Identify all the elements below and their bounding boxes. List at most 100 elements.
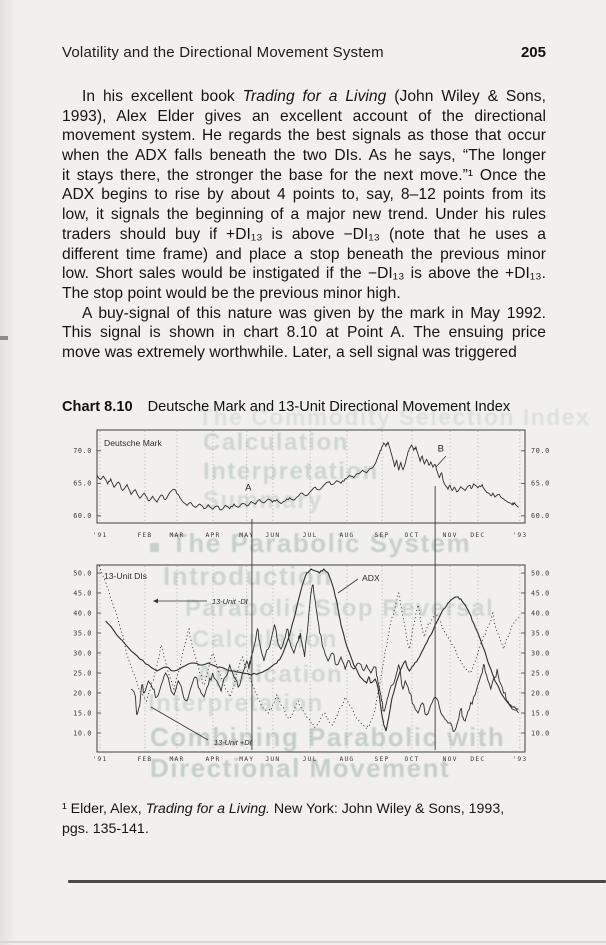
series-label-pointer (337, 578, 359, 594)
bleed-through-label: The Parabolic System (171, 528, 472, 558)
x-axis-label: APR (205, 756, 220, 763)
text-segment: low, it signals the beginning of a major… (62, 206, 546, 224)
paragraph-1-line-5: it stays there, the stronger the base fo… (62, 166, 546, 186)
text-segment: ¹ Elder, Alex, (62, 801, 146, 817)
point-b-pointer (435, 455, 447, 468)
x-axis-label: OCT (405, 756, 420, 763)
text-segment: A buy-signal of this nature was given by… (82, 304, 546, 322)
series-label-pointer (150, 706, 209, 741)
page-left-edge-shadow (0, 0, 16, 945)
x-axis-label: MAY (239, 756, 254, 763)
y-axis-label: 15.0 (531, 709, 550, 717)
paragraph-1-line-10: low. Short sales would be instigated if … (62, 264, 546, 284)
paragraph-1-line-11: The stop point would be the previous min… (62, 284, 546, 304)
body-paragraphs: In his excellent book Trading for a Livi… (62, 87, 546, 363)
text-segment: Trading for a Living. (145, 801, 270, 817)
paragraph-1-line-4: when the ADX falls beneath the two DIs. … (62, 146, 546, 166)
text-segment: it stays there, the stronger the base fo… (62, 166, 546, 184)
x-axis-label: JUL (303, 532, 318, 539)
bleed-through-label: Directional Movement (150, 753, 451, 783)
y-axis-label: 10.0 (73, 729, 92, 737)
footnote: ¹ Elder, Alex, Trading for a Living. New… (62, 798, 554, 837)
y-axis-label: 35.0 (531, 629, 550, 637)
bleed-through-label: Parabolic Stop Reversal (185, 595, 495, 622)
series-label-13-unit--di: 13-Unit -DI (212, 597, 248, 606)
bleed-through-label: Interpretation (203, 458, 379, 485)
series-label-adx: ADX (362, 573, 380, 583)
text-segment: when the ADX falls beneath the two DIs. … (62, 147, 546, 165)
series-deutsche-mark (96, 441, 519, 511)
x-axis-label: DEC (470, 532, 485, 539)
bleed-through-text: Summary (203, 487, 323, 515)
footnote-line-1: ¹ Elder, Alex, Trading for a Living. New… (62, 798, 554, 818)
x-axis-label: '91 (93, 756, 108, 763)
series-adx (105, 568, 519, 732)
text-segment: Trading for a Living (242, 88, 387, 105)
y-axis-label: 60.0 (531, 512, 550, 520)
y-axis-label: 25.0 (73, 669, 92, 677)
bleed-through-text: Combining Parabolic with (150, 722, 505, 753)
point-label-a: A (245, 482, 252, 493)
y-axis-label: 30.0 (73, 649, 92, 657)
paragraph-1-line-8: traders should buy if +DI₁₃ is above −DI… (62, 225, 546, 245)
y-axis-label: 70.0 (531, 447, 550, 455)
y-axis-label: 70.0 (73, 447, 92, 455)
x-axis-label: AUG (339, 756, 354, 763)
point-label-b: B (438, 443, 444, 454)
x-axis-label: JUN (265, 532, 280, 539)
text-segment: move was extremely worthwhile. Later, a … (62, 343, 517, 361)
paragraph-2-line-1: A buy-signal of this nature was given by… (62, 304, 546, 324)
x-axis-label: JUN (265, 756, 280, 763)
y-axis-label: 15.0 (73, 709, 92, 717)
y-axis-label: 50.0 (531, 569, 550, 577)
text-segment: 1993), Alex Elder gives an excellent acc… (62, 107, 546, 125)
page-number: 205 (520, 44, 546, 61)
bleed-through-text: Directional Movement (150, 753, 450, 784)
y-axis-label: 35.0 (73, 629, 92, 637)
x-axis-label: OCT (405, 532, 420, 539)
bleed-through-text: The Commodity Selection Index (198, 404, 590, 431)
paragraph-1-line-9: different time frame) and place a stop b… (62, 245, 546, 265)
x-axis-label: SEP (375, 532, 390, 539)
scan-left-mark-artifact (0, 336, 8, 340)
x-axis-label: MAY (239, 532, 254, 539)
chart-frame (96, 429, 526, 524)
paragraph-1-line-3: movement system. He regards the best sig… (62, 126, 546, 146)
text-segment: traders should buy if +DI₁₃ is above −DI… (62, 225, 546, 243)
figure-caption-text: Deutsche Mark and 13-Unit Directional Mo… (147, 399, 511, 415)
bleed-through-text: The Parabolic System (150, 528, 471, 559)
running-header: Volatility and the Directional Movement … (62, 44, 546, 61)
y-axis-label: 40.0 (73, 609, 92, 617)
paragraph-2-line-3: move was extremely worthwhile. Later, a … (62, 343, 546, 363)
bleed-through-text: Interpretation (203, 458, 379, 486)
x-axis-label: APR (205, 532, 220, 539)
series-13-unit--di (98, 565, 519, 731)
bleed-through-label: Summary (203, 487, 323, 514)
text-segment: pgs. 135-141. (62, 820, 149, 837)
y-axis-label: 65.0 (531, 480, 550, 488)
paragraph-1-line-2: 1993), Alex Elder gives an excellent acc… (62, 107, 546, 127)
panel-title: 13-Unit DIs (104, 571, 147, 581)
y-axis-label: 60.0 (73, 512, 92, 520)
figure-caption: Chart 8.10 Deutsche Mark and 13-Unit Dire… (62, 399, 510, 415)
x-axis-label: MAR (170, 756, 185, 763)
paragraph-1-line-7: low, it signals the beginning of a major… (62, 205, 546, 225)
bleed-through-bullet (150, 543, 159, 552)
x-axis-label: AUG (339, 532, 354, 539)
text-segment: The stop point would be the previous min… (62, 284, 401, 302)
text-segment: (John Wiley & Sons, (386, 88, 546, 105)
chart-frame (96, 564, 526, 753)
page-bottom-edge-artifact (68, 880, 606, 883)
bleed-through-label: Calculation (203, 429, 349, 456)
x-axis-label: '91 (93, 532, 108, 539)
x-axis-label: '93 (512, 532, 527, 539)
y-axis-label: 45.0 (531, 589, 550, 597)
paragraph-1-line-1: In his excellent book Trading for a Livi… (62, 87, 546, 107)
y-axis-label: 25.0 (531, 669, 550, 677)
series-label-arrowhead (153, 598, 158, 604)
y-axis-label: 20.0 (73, 689, 92, 697)
x-axis-label: NOV (443, 532, 458, 539)
text-segment: This signal is shown in chart 8.10 at Po… (62, 324, 546, 342)
